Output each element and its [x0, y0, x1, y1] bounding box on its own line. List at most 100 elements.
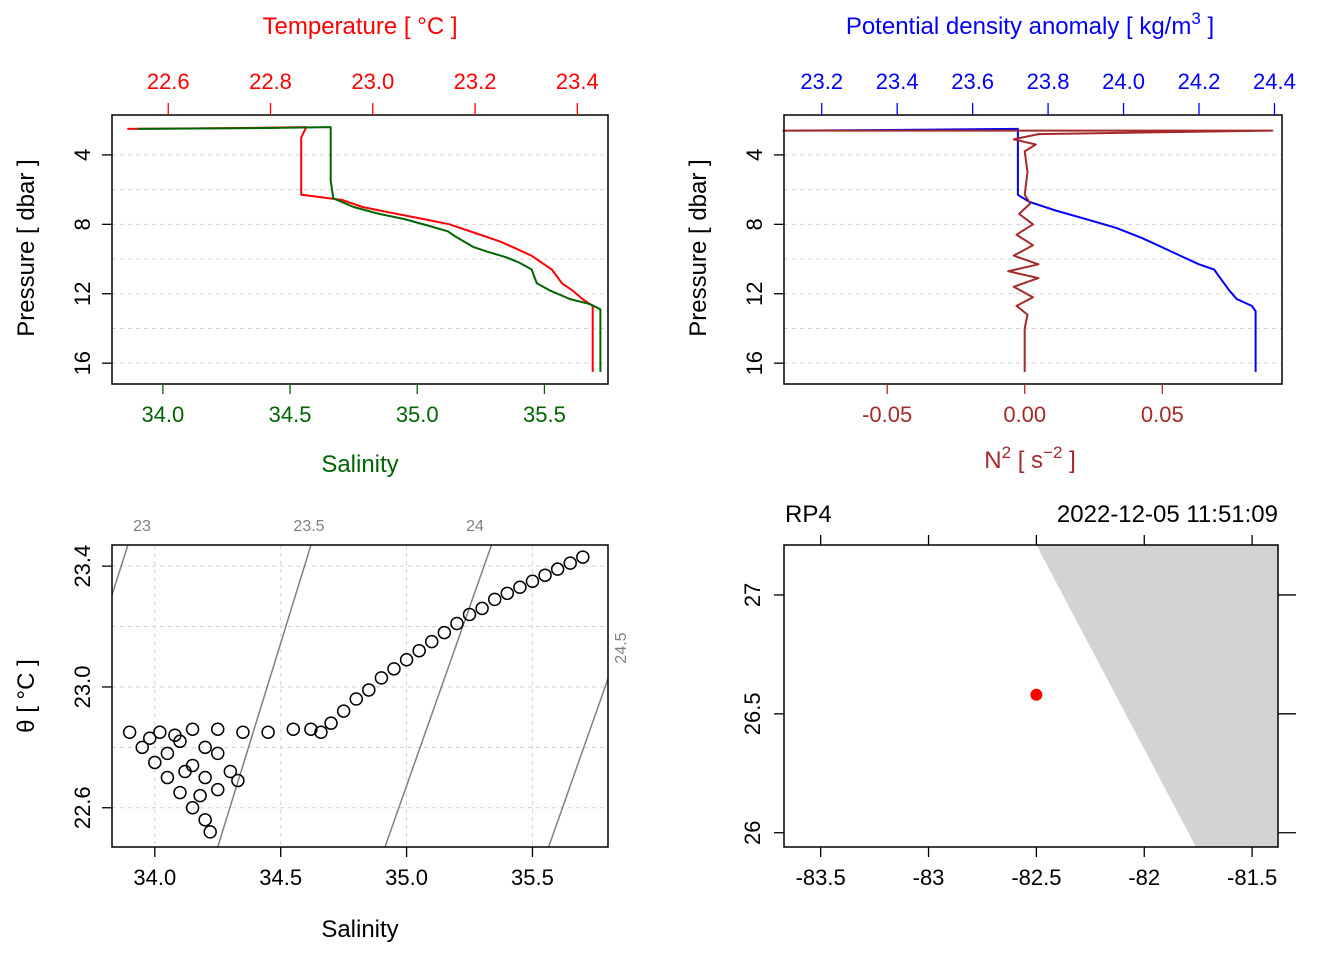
theta-axis-title: θ [ °C ] — [13, 659, 40, 733]
ts-point — [135, 740, 149, 755]
ts-point — [203, 825, 217, 839]
x-top-tick-label: 22.6 — [147, 69, 190, 94]
x-tick-label: -81.5 — [1227, 865, 1277, 890]
isopycnal-label: 24.5 — [613, 632, 630, 663]
y-tick-label: 22.6 — [70, 786, 95, 829]
y-tick-label: 16 — [70, 351, 95, 375]
density-line — [791, 127, 1257, 372]
ts-point — [336, 704, 351, 718]
x-top-tick-label: 23.6 — [951, 69, 994, 94]
x-top-tick-label: 23.0 — [351, 69, 394, 94]
isopycnal-label: 23 — [133, 518, 151, 535]
ts-point — [198, 740, 212, 755]
x-tick-label: -83 — [913, 865, 945, 890]
plot-frame — [783, 114, 1283, 385]
ts-point — [236, 725, 250, 739]
ts-point — [148, 755, 162, 770]
isopycnal-line — [216, 545, 312, 847]
ts-point — [487, 592, 502, 607]
x-tick-label: 35.5 — [511, 865, 554, 890]
x-tick-label: -82.5 — [1011, 865, 1061, 890]
density-axis-title: Potential density anomaly [ kg/m3 ] — [846, 9, 1214, 40]
y-tick-label: 26 — [740, 820, 765, 844]
ts-point — [576, 550, 590, 564]
ts-point — [399, 653, 414, 667]
y-tick-label: 23.0 — [70, 666, 95, 709]
x-top-tick-label: 23.4 — [876, 69, 919, 94]
ts-point — [314, 725, 328, 739]
ts-point — [450, 616, 464, 631]
station-marker — [1030, 688, 1043, 701]
ts-point — [153, 725, 167, 739]
ts-point — [223, 764, 238, 779]
x-top-tick-label: 24.4 — [1253, 69, 1296, 94]
land-polygon — [1036, 545, 1278, 847]
ts-salinity-axis-title: Salinity — [321, 916, 398, 943]
ts-point — [178, 764, 192, 779]
x-top-tick-label: 23.4 — [556, 69, 599, 94]
station-label: RP4 — [785, 501, 832, 528]
n2-line — [782, 129, 1274, 372]
x-tick-label: 34.5 — [259, 865, 302, 890]
ts-point — [525, 574, 540, 588]
plot-frame — [111, 544, 609, 848]
ts-point — [193, 788, 207, 803]
x-tick-label: 35.0 — [385, 865, 428, 890]
salinity-axis-title: Salinity — [321, 451, 398, 478]
y-tick-label: 4 — [70, 149, 95, 161]
ts-point — [185, 758, 200, 773]
x-tick-label: -82 — [1128, 865, 1160, 890]
x-top-tick-label: 23.2 — [800, 69, 843, 94]
x-top-tick-label: 24.2 — [1178, 69, 1221, 94]
plot-frame — [111, 114, 609, 385]
ts-point — [462, 607, 477, 622]
ts-point — [210, 782, 225, 797]
ts-point — [210, 746, 225, 761]
ts-point — [550, 562, 565, 576]
salinity-line — [137, 126, 602, 372]
ts-point — [563, 556, 577, 570]
x-top-tick-label: 23.2 — [454, 69, 497, 94]
ts-point — [185, 800, 200, 815]
y-tick-label: 16 — [742, 351, 767, 375]
station-map-panel: RP4 2022-12-05 11:51:09 -83.5 -83 -82.5 -82… — [740, 501, 1296, 890]
ts-point — [160, 746, 175, 761]
ts-point — [437, 625, 452, 640]
ts-point — [513, 580, 527, 595]
isopycnal-label: 24 — [466, 518, 484, 535]
ts-point — [261, 725, 275, 739]
ts-point — [185, 722, 200, 736]
x-tick-label: -83.5 — [796, 865, 846, 890]
isopycnal-line — [547, 676, 608, 847]
x-tick-label: 34.5 — [269, 402, 312, 427]
ts-point — [173, 785, 187, 800]
ts-point — [198, 770, 212, 785]
salinity-temperature-profile-panel: Temperature [ °C ] Salinity Pressure [ d… — [13, 13, 609, 478]
y-tick-label: 26.5 — [740, 692, 765, 735]
y-tick-label: 27 — [740, 583, 765, 607]
ts-point — [412, 643, 426, 658]
density-n2-profile-panel: Potential density anomaly [ kg/m3 ] N2 [… — [685, 9, 1296, 474]
time-label: 2022-12-05 11:51:09 — [1057, 501, 1278, 528]
x-top-tick-label: 23.8 — [1027, 69, 1070, 94]
y-tick-label: 12 — [742, 282, 767, 306]
ts-point — [374, 671, 389, 685]
ts-point — [349, 692, 363, 706]
y-tick-label: 8 — [70, 218, 95, 230]
x-tick-label: 0.05 — [1141, 402, 1184, 427]
ts-point — [538, 568, 552, 582]
x-top-tick-label: 22.8 — [249, 69, 292, 94]
density-axis-title-text: Potential density anomaly [ kg/m — [846, 13, 1192, 40]
ts-point — [143, 731, 157, 746]
ts-point — [122, 725, 137, 739]
ts-point — [362, 683, 376, 697]
isopycnal-line — [384, 545, 493, 847]
y-tick-label: 23.4 — [70, 545, 95, 588]
isopycnal-label: 23.5 — [293, 518, 324, 535]
ts-point — [286, 722, 301, 736]
y-tick-label: 4 — [742, 149, 767, 161]
ts-point — [160, 770, 175, 785]
ts-point — [231, 773, 245, 788]
pressure-axis-title-left: Pressure [ dbar ] — [13, 159, 40, 336]
